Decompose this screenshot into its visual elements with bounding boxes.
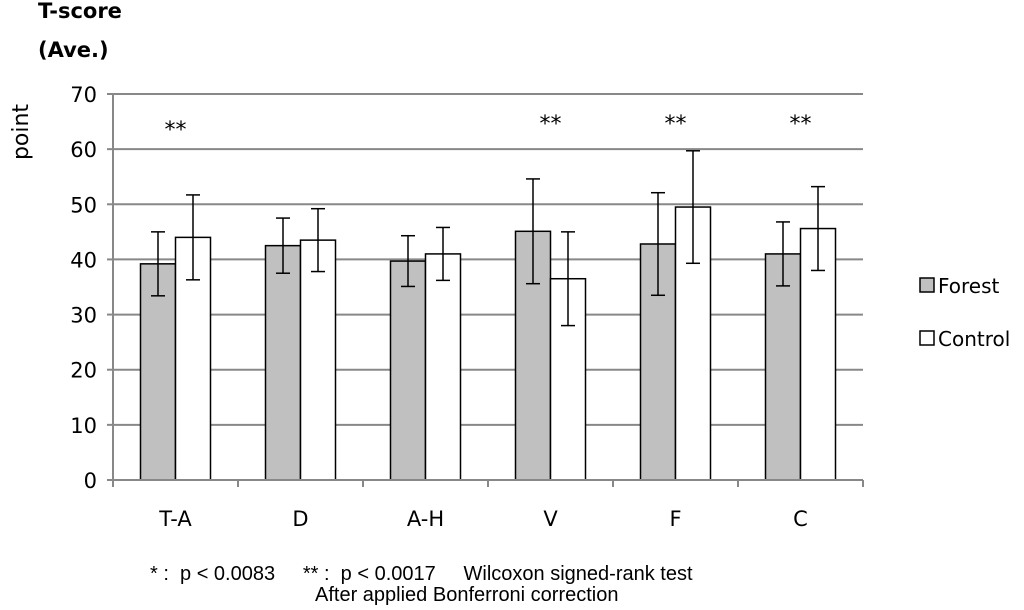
x-tick-label-t-a: T-A [158, 507, 192, 531]
x-tick-label-a-h: A-H [407, 507, 444, 531]
chart-title-line-1: T-score [38, 0, 122, 23]
error-bar-control-d [311, 207, 325, 273]
bar-forest-t-a [139, 263, 177, 481]
legend-label-control: Control [938, 327, 1010, 351]
significance-marker-t-a: ** [165, 118, 187, 143]
error-bar-forest-a-h [401, 234, 415, 288]
error-bar-control-v [561, 231, 575, 327]
x-tick-label-c: C [793, 507, 808, 531]
error-bar-control-t-a [186, 194, 200, 281]
y-tick-label: 0 [84, 469, 97, 493]
x-tick-label-v: V [543, 507, 558, 531]
y-tick-labels: 0 10 20 30 40 50 60 70 [70, 83, 113, 493]
error-bar-forest-t-a [151, 231, 165, 297]
legend-label-forest: Forest [938, 274, 1000, 298]
error-bar-forest-f [651, 191, 665, 297]
x-tick-label-f: F [669, 507, 681, 531]
bar-forest-d [264, 244, 302, 481]
error-bar-control-c [811, 185, 825, 272]
legend-swatch-forest [919, 277, 935, 293]
footnote-correction: After applied Bonferroni correction [315, 584, 619, 606]
bar-forest-c [764, 253, 802, 481]
significance-marker-c: ** [790, 112, 812, 137]
chart-title-line-2: (Ave.) [38, 38, 109, 62]
legend: Forest Control [919, 274, 1010, 351]
legend-swatch-control [919, 330, 935, 346]
bars [139, 206, 837, 481]
y-tick-label: 30 [70, 304, 97, 328]
y-tick-label: 40 [70, 248, 97, 272]
significance-marker-v: ** [540, 112, 562, 137]
significance-marker-f: ** [665, 112, 687, 137]
x-tick-label-d: D [292, 507, 308, 531]
y-tick-label: 10 [70, 414, 97, 438]
error-bar-forest-c [776, 221, 790, 287]
error-bars [151, 150, 825, 327]
bar-control-a-h [424, 253, 462, 481]
footnote-significance: * : p < 0.0083 ** : p < 0.0017 Wilcoxon … [150, 563, 693, 585]
error-bar-control-a-h [436, 226, 450, 282]
y-tick-label: 60 [70, 138, 97, 162]
bar-control-d [299, 239, 337, 481]
bar-forest-a-h [389, 260, 427, 481]
y-axis-label: point [9, 104, 34, 160]
x-tick-labels: T-A D A-H V F C [158, 507, 808, 531]
error-bar-forest-v [526, 178, 540, 285]
y-tick-label: 70 [70, 83, 97, 107]
significance-markers: ** ** ** ** [165, 112, 812, 143]
y-tick-label: 50 [70, 193, 97, 217]
grid-lines [113, 93, 863, 426]
error-bar-control-f [686, 150, 700, 265]
axes [112, 94, 864, 487]
error-bar-forest-d [276, 217, 290, 274]
y-tick-label: 20 [70, 359, 97, 383]
